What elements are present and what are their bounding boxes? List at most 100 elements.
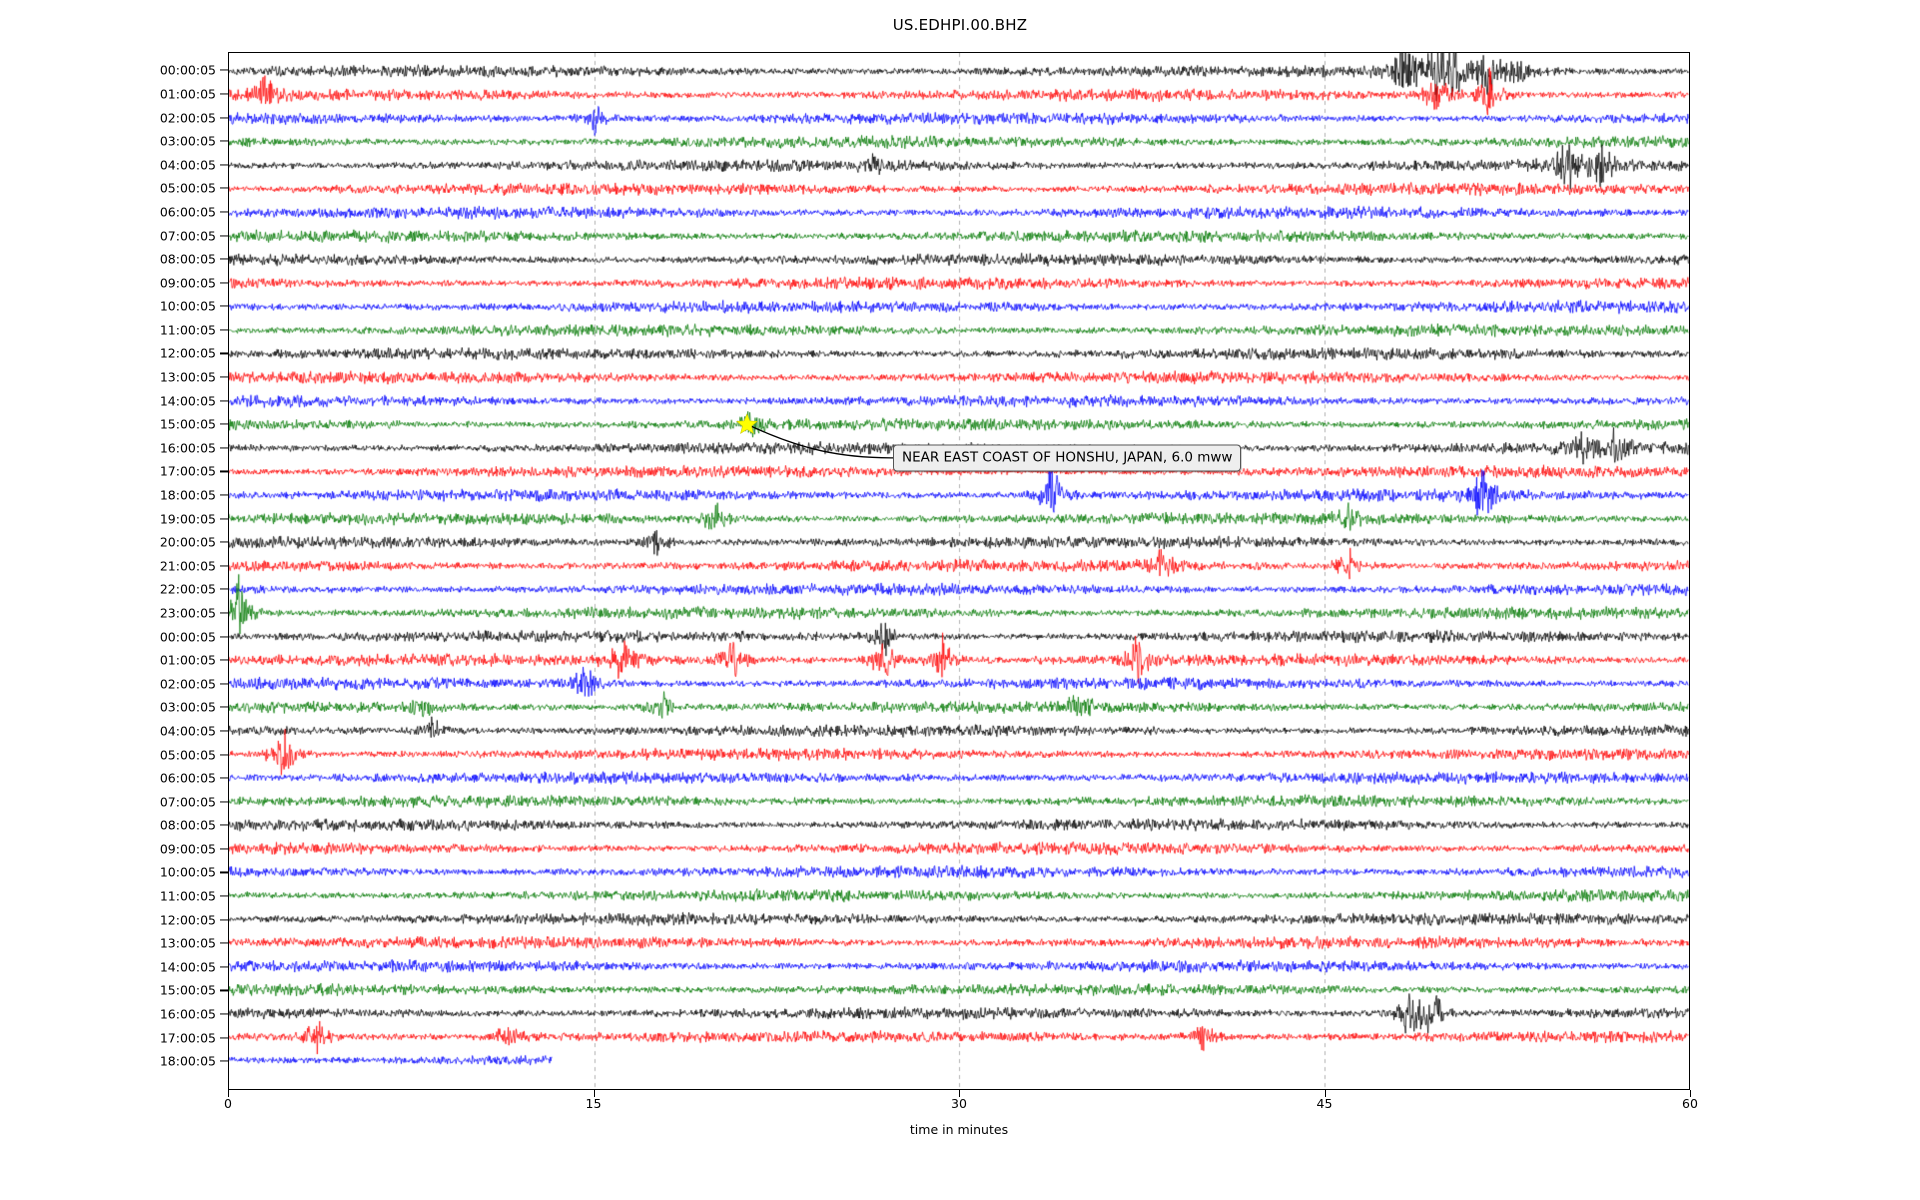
y-tick-label: 09:00:05 <box>159 841 216 857</box>
y-tick-mark <box>220 447 228 449</box>
y-tick-mark <box>220 69 228 71</box>
y-tick-label: 18:00:05 <box>159 487 216 503</box>
x-tick-label: 60 <box>1682 1096 1698 1111</box>
y-tick-mark <box>220 187 228 189</box>
y-tick-mark <box>220 942 228 944</box>
y-tick-mark <box>220 636 228 638</box>
y-tick-mark <box>220 352 228 355</box>
y-tick-label: 11:00:05 <box>159 322 216 338</box>
y-tick-label: 00:00:05 <box>159 629 216 645</box>
event-annotation-label: NEAR EAST COAST OF HONSHU, JAPAN, 6.0 mw… <box>893 444 1242 472</box>
y-tick-mark <box>220 518 228 520</box>
x-tick-mark <box>959 1090 961 1097</box>
y-tick-mark <box>220 801 228 803</box>
y-tick-mark <box>220 919 228 921</box>
y-tick-label: 04:00:05 <box>159 723 216 739</box>
y-tick-label: 16:00:05 <box>159 440 216 456</box>
y-tick-mark <box>220 329 228 331</box>
y-tick-mark <box>220 494 228 496</box>
y-tick-label: 15:00:05 <box>159 416 216 432</box>
y-tick-mark <box>220 140 228 142</box>
y-tick-label: 05:00:05 <box>159 180 216 196</box>
y-tick-mark <box>220 258 228 260</box>
y-tick-label: 14:00:05 <box>159 959 216 975</box>
y-tick-label: 06:00:05 <box>159 770 216 786</box>
y-tick-label: 10:00:05 <box>159 298 216 314</box>
x-axis-label: time in minutes <box>909 1122 1009 1137</box>
y-tick-label: 15:00:05 <box>159 982 216 998</box>
y-tick-label: 13:00:05 <box>159 935 216 951</box>
y-tick-label: 21:00:05 <box>159 558 216 574</box>
y-tick-label: 09:00:05 <box>159 275 216 291</box>
x-tick-label: 45 <box>1316 1096 1333 1111</box>
y-tick-label: 18:00:05 <box>159 1053 216 1069</box>
x-tick-mark <box>593 1090 595 1097</box>
y-tick-label: 23:00:05 <box>159 605 216 621</box>
y-tick-label: 06:00:05 <box>159 204 216 220</box>
y-tick-mark <box>220 423 228 425</box>
y-tick-label: 05:00:05 <box>159 747 216 763</box>
y-tick-mark <box>220 376 228 378</box>
y-tick-mark <box>220 1037 228 1039</box>
x-tick-label: 30 <box>951 1096 967 1111</box>
waveform-canvas <box>229 53 1689 1089</box>
y-tick-label: 02:00:05 <box>159 110 216 126</box>
y-tick-mark <box>220 966 228 968</box>
y-tick-label: 01:00:05 <box>159 86 216 102</box>
y-tick-label: 11:00:05 <box>159 888 216 904</box>
y-tick-label: 17:00:05 <box>159 463 216 479</box>
y-tick-mark <box>220 400 228 402</box>
y-tick-label: 10:00:05 <box>159 864 216 880</box>
y-tick-mark <box>220 777 228 779</box>
y-tick-label: 20:00:05 <box>159 534 216 550</box>
page-title: US.EDHPI.00.BHZ <box>892 16 1028 34</box>
y-tick-mark <box>220 753 228 756</box>
x-tick-mark <box>1324 1090 1326 1097</box>
y-tick-label: 00:00:05 <box>159 62 216 78</box>
y-tick-label: 07:00:05 <box>159 794 216 810</box>
y-tick-mark <box>220 588 228 590</box>
y-tick-mark <box>220 1060 228 1062</box>
y-tick-mark <box>220 612 228 614</box>
x-tick-mark <box>1690 1090 1692 1097</box>
y-tick-label: 19:00:05 <box>159 511 216 527</box>
y-tick-mark <box>220 1013 228 1015</box>
y-tick-mark <box>220 683 228 685</box>
y-tick-mark <box>220 234 228 237</box>
y-tick-label: 07:00:05 <box>159 228 216 244</box>
y-tick-label: 12:00:05 <box>159 345 216 361</box>
x-tick-mark <box>228 1090 230 1097</box>
y-tick-label: 13:00:05 <box>159 369 216 385</box>
y-tick-mark <box>220 93 228 95</box>
y-tick-mark <box>220 282 228 284</box>
y-tick-label: 08:00:05 <box>159 251 216 267</box>
y-tick-label: 12:00:05 <box>159 912 216 928</box>
y-tick-label: 08:00:05 <box>159 817 216 833</box>
y-tick-mark <box>220 989 228 991</box>
y-tick-mark <box>220 211 228 213</box>
x-tick-label: 15 <box>585 1096 602 1111</box>
y-tick-mark <box>220 659 228 661</box>
y-tick-label: 14:00:05 <box>159 393 216 409</box>
y-tick-mark <box>220 305 228 307</box>
y-tick-mark <box>220 706 228 708</box>
y-tick-mark <box>220 117 228 119</box>
y-tick-mark <box>220 824 228 826</box>
y-tick-label: 01:00:05 <box>159 652 216 668</box>
y-tick-mark <box>220 565 228 567</box>
y-tick-mark <box>220 541 228 543</box>
y-tick-mark <box>220 895 228 897</box>
y-tick-label: 16:00:05 <box>159 1006 216 1022</box>
y-tick-label: 17:00:05 <box>159 1030 216 1046</box>
y-tick-label: 03:00:05 <box>159 699 216 715</box>
plot-area <box>228 52 1690 1090</box>
y-tick-mark <box>220 730 228 732</box>
y-tick-label: 04:00:05 <box>159 157 216 173</box>
y-tick-label: 02:00:05 <box>159 676 216 692</box>
x-tick-label: 0 <box>224 1096 232 1111</box>
y-tick-label: 22:00:05 <box>159 581 216 597</box>
y-tick-mark <box>220 470 228 472</box>
y-tick-mark <box>220 871 228 874</box>
y-tick-mark <box>220 848 228 850</box>
